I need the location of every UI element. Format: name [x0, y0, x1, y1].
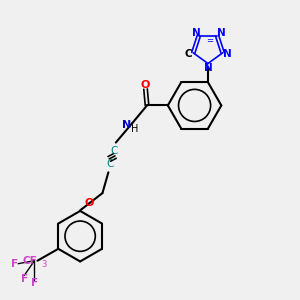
Text: C: C — [111, 146, 118, 156]
Text: O: O — [141, 80, 150, 90]
Text: N: N — [223, 49, 232, 59]
Text: F: F — [20, 274, 28, 284]
Text: N: N — [191, 28, 200, 38]
Text: C: C — [106, 159, 114, 169]
Text: N: N — [204, 63, 212, 73]
Text: N: N — [122, 120, 131, 130]
Text: C: C — [184, 49, 192, 59]
Text: CF: CF — [23, 256, 38, 266]
Text: 3: 3 — [41, 260, 47, 269]
Text: O: O — [84, 199, 94, 208]
Text: N: N — [217, 28, 226, 38]
Text: H: H — [130, 124, 138, 134]
Text: F: F — [31, 278, 38, 288]
Text: =: = — [206, 36, 213, 45]
Text: F: F — [11, 259, 18, 269]
